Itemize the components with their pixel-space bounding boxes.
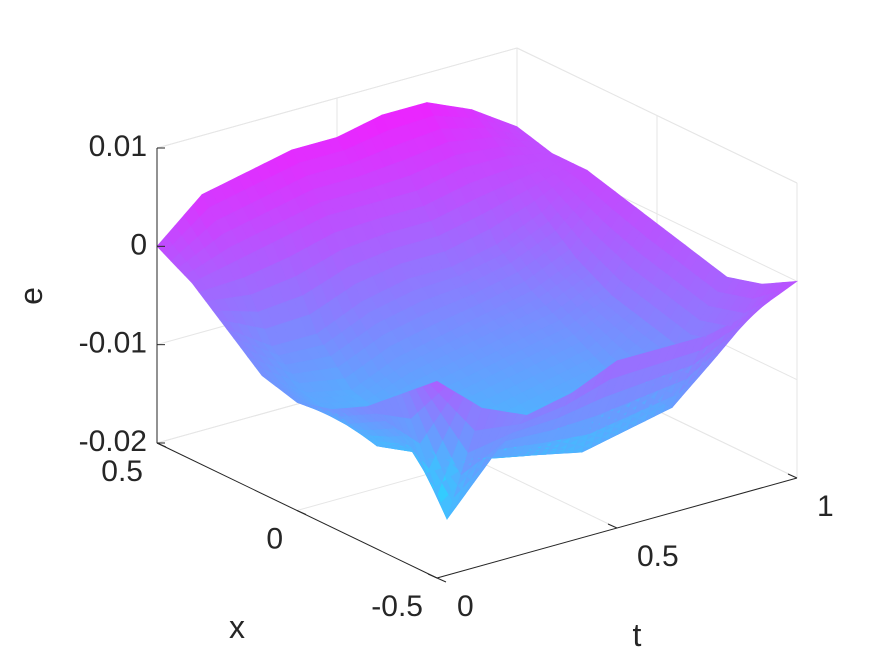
box-top-back (156, 47, 518, 149)
z-tick-label: 0 (130, 228, 147, 261)
x-tick-label: 0.5 (101, 455, 143, 488)
e-axis-label: e (13, 287, 49, 305)
t-tick-label: 1 (817, 490, 834, 523)
z-tick-label: -0.02 (79, 425, 147, 458)
tick-labels: -0.02 -0.01 0 0.01 -0.5 0 0.5 0 0.5 1 (79, 130, 834, 623)
t-axis-label: t (633, 617, 642, 653)
x-tick-label: -0.5 (371, 590, 423, 623)
x-tick-mark (296, 510, 307, 515)
x-tick-label: 0 (266, 522, 283, 555)
x-tick-mark (436, 577, 447, 583)
t-tick-mark (607, 523, 618, 529)
t-tick-label: 0.5 (637, 540, 679, 573)
surface-mesh (156, 102, 799, 521)
axes (156, 147, 798, 583)
t-tick-mark (427, 573, 438, 579)
x-tick-mark (156, 442, 167, 448)
x-axis-label: x (229, 609, 245, 645)
z-tick-label: -0.01 (79, 327, 147, 360)
t-tick-label: 0 (457, 590, 474, 623)
z-tick-label: 0.01 (89, 130, 147, 163)
t-tick-mark (787, 473, 798, 479)
surface-patch (780, 280, 799, 291)
box-top-right (516, 47, 798, 184)
